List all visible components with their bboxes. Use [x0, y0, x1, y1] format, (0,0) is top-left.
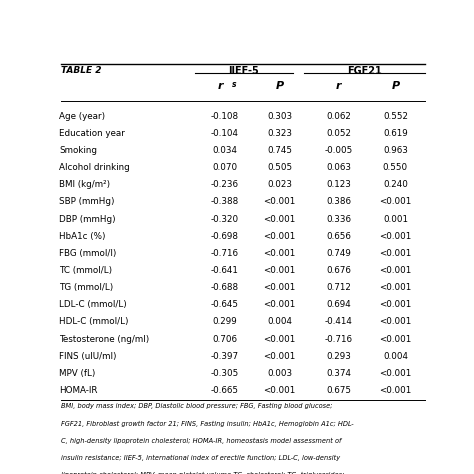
Text: P: P — [275, 82, 284, 91]
Text: 0.676: 0.676 — [326, 266, 351, 275]
Text: DBP (mmHg): DBP (mmHg) — [59, 215, 116, 224]
Text: 0.023: 0.023 — [267, 180, 292, 189]
Text: -0.388: -0.388 — [210, 197, 239, 206]
Text: <0.001: <0.001 — [379, 266, 411, 275]
Text: insulin resistance; IIEF-5, international index of erectile function; LDL-C, low: insulin resistance; IIEF-5, internationa… — [61, 455, 340, 461]
Text: -0.005: -0.005 — [324, 146, 353, 155]
Text: HOMA-IR: HOMA-IR — [59, 386, 98, 395]
Text: 0.374: 0.374 — [326, 369, 351, 378]
Text: FGF21: FGF21 — [347, 66, 382, 76]
Text: 0.123: 0.123 — [326, 180, 351, 189]
Text: lipoprotein cholesterol; MPV, mean platelet volume TC, cholesterol; TG, triglyce: lipoprotein cholesterol; MPV, mean plate… — [61, 472, 345, 474]
Text: 0.694: 0.694 — [326, 301, 351, 310]
Text: LDL-C (mmol/L): LDL-C (mmol/L) — [59, 301, 127, 310]
Text: -0.716: -0.716 — [210, 249, 238, 258]
Text: FBG (mmol/l): FBG (mmol/l) — [59, 249, 117, 258]
Text: 0.004: 0.004 — [383, 352, 408, 361]
Text: 0.505: 0.505 — [267, 163, 292, 172]
Text: 0.034: 0.034 — [212, 146, 237, 155]
Text: Testosterone (ng/ml): Testosterone (ng/ml) — [59, 335, 149, 344]
Text: -0.305: -0.305 — [210, 369, 239, 378]
Text: -0.688: -0.688 — [210, 283, 238, 292]
Text: Smoking: Smoking — [59, 146, 97, 155]
Text: BMI, body mass index; DBP, Diastolic blood pressure; FBG, Fasting blood glucose;: BMI, body mass index; DBP, Diastolic blo… — [61, 403, 333, 410]
Text: <0.001: <0.001 — [379, 335, 411, 344]
Text: Education year: Education year — [59, 129, 125, 138]
Text: <0.001: <0.001 — [264, 266, 296, 275]
Text: -0.716: -0.716 — [324, 335, 353, 344]
Text: <0.001: <0.001 — [379, 249, 411, 258]
Text: HbA1c (%): HbA1c (%) — [59, 232, 106, 241]
Text: <0.001: <0.001 — [379, 197, 411, 206]
Text: 0.675: 0.675 — [326, 386, 351, 395]
Text: SBP (mmHg): SBP (mmHg) — [59, 197, 115, 206]
Text: MPV (fL): MPV (fL) — [59, 369, 96, 378]
Text: s: s — [231, 80, 236, 89]
Text: 0.063: 0.063 — [326, 163, 351, 172]
Text: <0.001: <0.001 — [264, 301, 296, 310]
Text: FGF21, Fibroblast growth factor 21; FINS, Fasting insulin; HbA1c, Hemoglobin A1c: FGF21, Fibroblast growth factor 21; FINS… — [61, 420, 354, 427]
Text: 0.386: 0.386 — [326, 197, 351, 206]
Text: 0.749: 0.749 — [326, 249, 351, 258]
Text: -0.320: -0.320 — [210, 215, 238, 224]
Text: -0.397: -0.397 — [210, 352, 238, 361]
Text: Alcohol drinking: Alcohol drinking — [59, 163, 130, 172]
Text: <0.001: <0.001 — [379, 369, 411, 378]
Text: 0.656: 0.656 — [326, 232, 351, 241]
Text: P: P — [392, 82, 400, 91]
Text: <0.001: <0.001 — [264, 215, 296, 224]
Text: <0.001: <0.001 — [264, 352, 296, 361]
Text: -0.108: -0.108 — [210, 112, 238, 120]
Text: 0.303: 0.303 — [267, 112, 292, 120]
Text: Age (year): Age (year) — [59, 112, 105, 120]
Text: -0.645: -0.645 — [210, 301, 238, 310]
Text: 0.745: 0.745 — [267, 146, 292, 155]
Text: TG (mmol/L): TG (mmol/L) — [59, 283, 113, 292]
Text: TC (mmol/L): TC (mmol/L) — [59, 266, 112, 275]
Text: -0.414: -0.414 — [325, 318, 352, 327]
Text: 0.070: 0.070 — [212, 163, 237, 172]
Text: <0.001: <0.001 — [264, 197, 296, 206]
Text: 0.001: 0.001 — [383, 215, 408, 224]
Text: 0.293: 0.293 — [326, 352, 351, 361]
Text: 0.323: 0.323 — [267, 129, 292, 138]
Text: 0.062: 0.062 — [326, 112, 351, 120]
Text: <0.001: <0.001 — [264, 249, 296, 258]
Text: <0.001: <0.001 — [264, 386, 296, 395]
Text: -0.698: -0.698 — [210, 232, 238, 241]
Text: <0.001: <0.001 — [379, 283, 411, 292]
Text: TABLE 2: TABLE 2 — [61, 66, 101, 75]
Text: FINS (uIU/ml): FINS (uIU/ml) — [59, 352, 117, 361]
Text: 0.336: 0.336 — [326, 215, 351, 224]
Text: 0.706: 0.706 — [212, 335, 237, 344]
Text: -0.665: -0.665 — [210, 386, 238, 395]
Text: <0.001: <0.001 — [264, 232, 296, 241]
Text: r: r — [218, 82, 224, 91]
Text: -0.236: -0.236 — [210, 180, 238, 189]
Text: BMI (kg/m²): BMI (kg/m²) — [59, 180, 110, 189]
Text: <0.001: <0.001 — [379, 232, 411, 241]
Text: 0.712: 0.712 — [326, 283, 351, 292]
Text: 0.240: 0.240 — [383, 180, 408, 189]
Text: IIEF-5: IIEF-5 — [228, 66, 259, 76]
Text: r: r — [336, 82, 341, 91]
Text: <0.001: <0.001 — [379, 318, 411, 327]
Text: 0.550: 0.550 — [383, 163, 408, 172]
Text: 0.004: 0.004 — [267, 318, 292, 327]
Text: 0.619: 0.619 — [383, 129, 408, 138]
Text: HDL-C (mmol/L): HDL-C (mmol/L) — [59, 318, 129, 327]
Text: 0.003: 0.003 — [267, 369, 292, 378]
Text: 0.552: 0.552 — [383, 112, 408, 120]
Text: 0.963: 0.963 — [383, 146, 408, 155]
Text: -0.641: -0.641 — [210, 266, 238, 275]
Text: <0.001: <0.001 — [379, 301, 411, 310]
Text: <0.001: <0.001 — [264, 335, 296, 344]
Text: -0.104: -0.104 — [210, 129, 238, 138]
Text: 0.052: 0.052 — [326, 129, 351, 138]
Text: <0.001: <0.001 — [264, 283, 296, 292]
Text: C, high-density lipoprotein cholesterol; HOMA-IR, homeostasis model assessment o: C, high-density lipoprotein cholesterol;… — [61, 438, 341, 444]
Text: 0.299: 0.299 — [212, 318, 237, 327]
Text: <0.001: <0.001 — [379, 386, 411, 395]
